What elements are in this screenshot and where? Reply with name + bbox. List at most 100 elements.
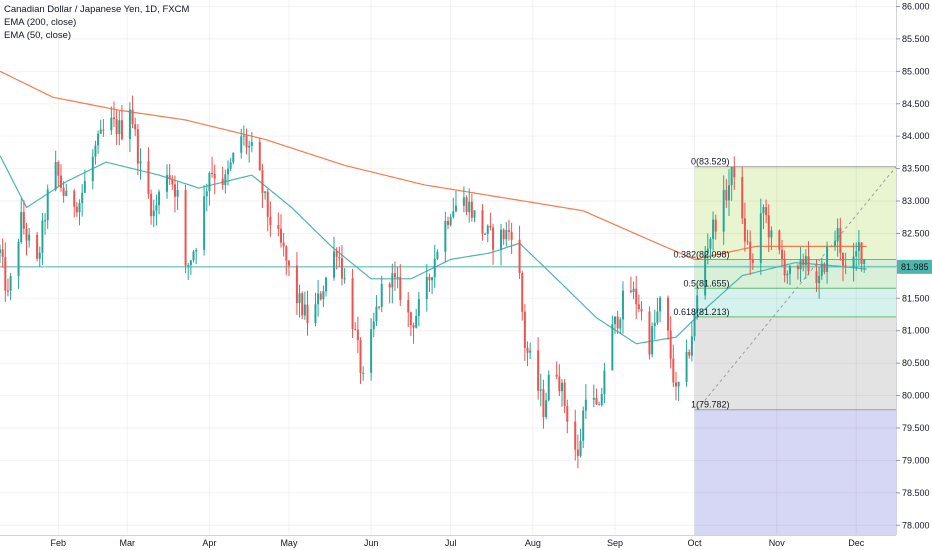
candle[interactable] <box>788 265 791 286</box>
candle[interactable] <box>674 371 677 401</box>
candle[interactable] <box>375 295 378 326</box>
candle[interactable] <box>36 231 39 262</box>
candle[interactable] <box>393 261 396 291</box>
candle[interactable] <box>91 149 94 190</box>
candle[interactable] <box>826 241 829 284</box>
candle[interactable] <box>229 157 232 172</box>
candle[interactable] <box>0 244 1 264</box>
candle[interactable] <box>22 200 25 235</box>
candle[interactable] <box>417 291 420 327</box>
candle[interactable] <box>454 190 457 213</box>
candle[interactable] <box>75 202 78 217</box>
candle[interactable] <box>298 284 301 318</box>
candle[interactable] <box>213 164 216 195</box>
candle[interactable] <box>470 193 473 222</box>
candle[interactable] <box>208 171 211 206</box>
candle[interactable] <box>139 148 142 180</box>
candle[interactable] <box>632 281 635 300</box>
candle[interactable] <box>704 245 707 300</box>
candle[interactable] <box>796 264 799 280</box>
candle[interactable] <box>285 245 288 276</box>
candle[interactable] <box>651 322 654 358</box>
time-axis[interactable]: Feb Mar Apr May Jun Jul Aug Sep Oct Nov Dec <box>0 535 932 550</box>
candle[interactable] <box>462 186 465 213</box>
candle[interactable] <box>282 232 285 257</box>
candle[interactable] <box>436 249 439 261</box>
candle[interactable] <box>319 290 322 301</box>
candle[interactable] <box>20 198 23 244</box>
candle[interactable] <box>667 295 670 340</box>
candle[interactable] <box>266 188 269 232</box>
candle[interactable] <box>372 312 375 338</box>
candle[interactable] <box>542 379 545 429</box>
candles[interactable] <box>0 95 866 469</box>
candle[interactable] <box>168 164 171 185</box>
candle[interactable] <box>807 241 810 276</box>
candle[interactable] <box>54 150 57 192</box>
candle[interactable] <box>778 229 781 255</box>
candle[interactable] <box>224 169 227 194</box>
candle[interactable] <box>669 316 672 369</box>
candle[interactable] <box>804 249 807 279</box>
candle[interactable] <box>370 318 373 381</box>
candle[interactable] <box>539 373 542 407</box>
candle[interactable] <box>560 379 563 407</box>
candle[interactable] <box>595 388 598 406</box>
candle[interactable] <box>696 285 699 320</box>
candle[interactable] <box>799 246 802 282</box>
candle[interactable] <box>500 223 503 266</box>
candle[interactable] <box>857 229 860 266</box>
candle[interactable] <box>733 156 736 190</box>
candle[interactable] <box>619 317 622 334</box>
candle[interactable] <box>802 253 805 272</box>
candle[interactable] <box>767 204 770 253</box>
candle[interactable] <box>725 179 728 208</box>
candle[interactable] <box>46 184 49 229</box>
candle[interactable] <box>507 219 510 241</box>
candle[interactable] <box>409 311 412 336</box>
candle[interactable] <box>648 306 651 360</box>
candle[interactable] <box>431 276 434 294</box>
candle[interactable] <box>486 224 489 243</box>
candle[interactable] <box>574 409 577 461</box>
candle[interactable] <box>28 227 31 248</box>
candle[interactable] <box>576 434 579 469</box>
candle[interactable] <box>44 213 47 235</box>
candle[interactable] <box>484 232 487 235</box>
candle[interactable] <box>333 236 336 281</box>
candle[interactable] <box>836 218 839 257</box>
candle[interactable] <box>685 339 688 387</box>
candle[interactable] <box>287 260 290 277</box>
candle[interactable] <box>688 349 691 359</box>
candle[interactable] <box>746 229 749 246</box>
candle[interactable] <box>136 124 139 176</box>
candle[interactable] <box>640 301 643 321</box>
candle[interactable] <box>97 130 100 154</box>
candle[interactable] <box>9 272 12 301</box>
candle[interactable] <box>690 321 693 362</box>
candle[interactable] <box>860 242 863 272</box>
candle[interactable] <box>815 259 818 292</box>
candle[interactable] <box>173 175 176 213</box>
candle[interactable] <box>730 166 733 201</box>
candle[interactable] <box>529 342 532 360</box>
candle[interactable] <box>325 276 328 297</box>
candle[interactable] <box>131 95 134 129</box>
price-axis[interactable]: 86.000 85.500 85.000 84.500 84.000 83.500 83.0… <box>896 0 932 550</box>
candle[interactable] <box>722 175 725 245</box>
candle[interactable] <box>335 247 338 270</box>
candle[interactable] <box>205 183 208 212</box>
candle[interactable] <box>380 275 383 313</box>
candle[interactable] <box>786 270 789 284</box>
candle[interactable] <box>852 242 855 282</box>
fibonacci-retracement[interactable] <box>694 166 897 535</box>
candle[interactable] <box>6 278 9 297</box>
candle[interactable] <box>242 125 245 146</box>
candle[interactable] <box>449 213 452 227</box>
candle[interactable] <box>396 266 399 289</box>
candle[interactable] <box>57 160 60 187</box>
candle[interactable] <box>314 292 317 327</box>
candle[interactable] <box>839 217 842 261</box>
candle[interactable] <box>555 361 558 380</box>
